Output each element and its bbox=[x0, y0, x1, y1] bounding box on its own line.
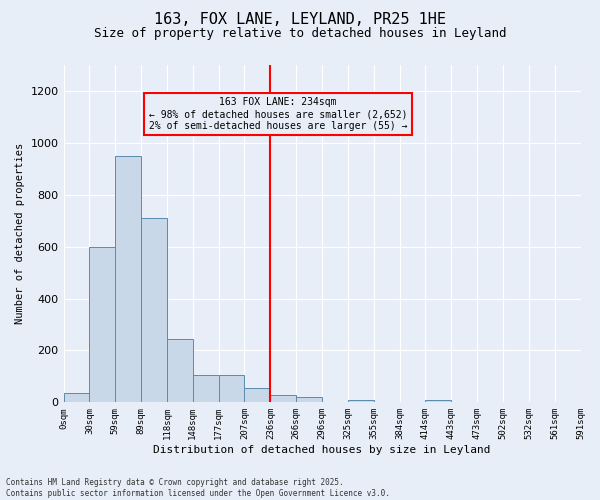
Bar bbox=[115, 156, 141, 402]
Bar bbox=[64, 394, 89, 402]
Bar bbox=[89, 246, 115, 402]
Text: Size of property relative to detached houses in Leyland: Size of property relative to detached ho… bbox=[94, 28, 506, 40]
Bar bbox=[193, 375, 218, 402]
Text: 163 FOX LANE: 234sqm
← 98% of detached houses are smaller (2,652)
2% of semi-det: 163 FOX LANE: 234sqm ← 98% of detached h… bbox=[149, 98, 407, 130]
Bar bbox=[244, 388, 271, 402]
Bar bbox=[271, 394, 296, 402]
Bar bbox=[218, 375, 244, 402]
Bar bbox=[296, 397, 322, 402]
Y-axis label: Number of detached properties: Number of detached properties bbox=[15, 143, 25, 324]
Bar bbox=[348, 400, 374, 402]
Bar bbox=[141, 218, 167, 402]
Bar bbox=[167, 339, 193, 402]
Text: Contains HM Land Registry data © Crown copyright and database right 2025.
Contai: Contains HM Land Registry data © Crown c… bbox=[6, 478, 390, 498]
Text: 163, FOX LANE, LEYLAND, PR25 1HE: 163, FOX LANE, LEYLAND, PR25 1HE bbox=[154, 12, 446, 28]
X-axis label: Distribution of detached houses by size in Leyland: Distribution of detached houses by size … bbox=[153, 445, 491, 455]
Bar bbox=[425, 400, 451, 402]
